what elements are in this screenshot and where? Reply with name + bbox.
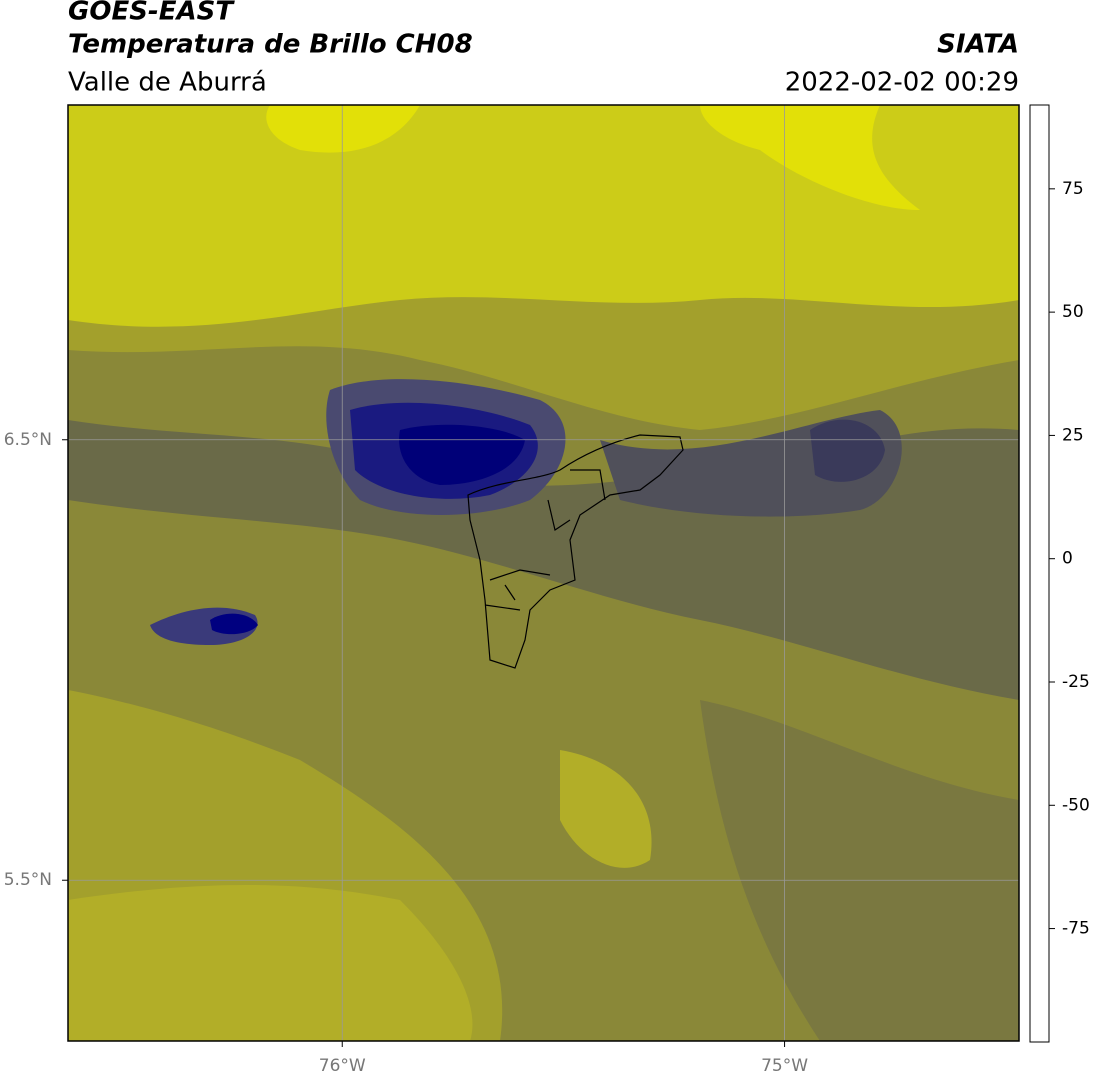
colorbar-tick-label: 75 [1062, 179, 1084, 199]
source: SIATA [937, 30, 1019, 60]
y-tick-label: 6.5°N [4, 430, 52, 450]
map-field [68, 105, 1019, 1041]
colorbar-tick-label: 50 [1062, 302, 1084, 322]
x-tick-label: 75°W [761, 1056, 808, 1076]
colorbar-tick-label: -50 [1062, 795, 1090, 815]
satellite: GOES-EAST [68, 0, 235, 27]
x-tick-label: 76°W [319, 1056, 366, 1076]
colorbar [1029, 104, 1050, 1043]
colorbar-tick-label: 0 [1062, 549, 1073, 569]
map-frame [67, 104, 1020, 1042]
product: Temperatura de Brillo CH08 [68, 30, 473, 60]
region: Valle de Aburrá [68, 68, 267, 98]
y-tick-label: 5.5°N [4, 870, 52, 890]
colorbar-tick-label: -75 [1062, 919, 1090, 939]
colorbar-tick-label: -25 [1062, 672, 1090, 692]
colorbar-tick-label: 25 [1062, 425, 1084, 445]
datetime: 2022-02-02 00:29 [785, 68, 1019, 98]
